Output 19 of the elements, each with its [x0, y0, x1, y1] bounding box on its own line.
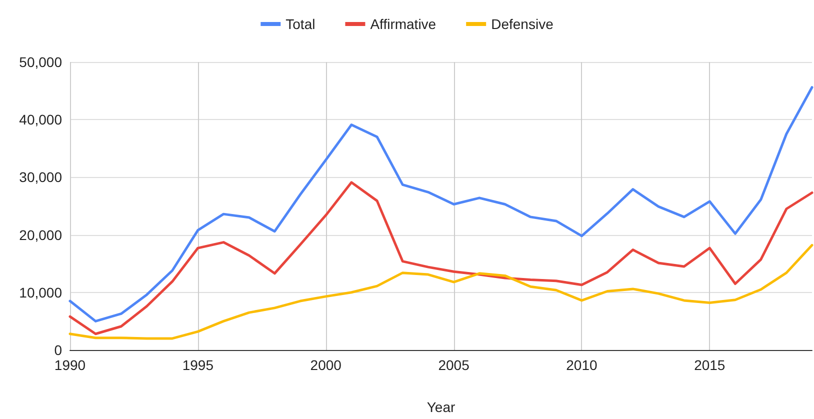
y-tick-label: 20,000: [19, 226, 62, 243]
x-tick-label: 1995: [182, 357, 214, 373]
x-tick-label: 2000: [310, 357, 342, 373]
x-tick-label: 2005: [438, 357, 470, 373]
line-series: [68, 244, 814, 340]
legend-label: Affirmative: [370, 16, 436, 32]
line-series: [68, 181, 814, 336]
y-tick-label: 40,000: [19, 112, 62, 128]
x-tick-label: 1990: [54, 357, 86, 373]
y-tick-label: 50,000: [19, 54, 62, 70]
line-series: [68, 86, 814, 322]
y-tick-label: 0: [54, 342, 62, 358]
legend-label: Total: [286, 16, 316, 32]
x-tick-label: 2010: [566, 357, 598, 373]
y-tick-label: 10,000: [19, 284, 62, 300]
x-axis-title: Year: [426, 399, 456, 415]
legend-label: Defensive: [491, 16, 554, 32]
y-tick-label: 30,000: [19, 169, 62, 186]
x-tick-label: 2015: [694, 357, 726, 373]
